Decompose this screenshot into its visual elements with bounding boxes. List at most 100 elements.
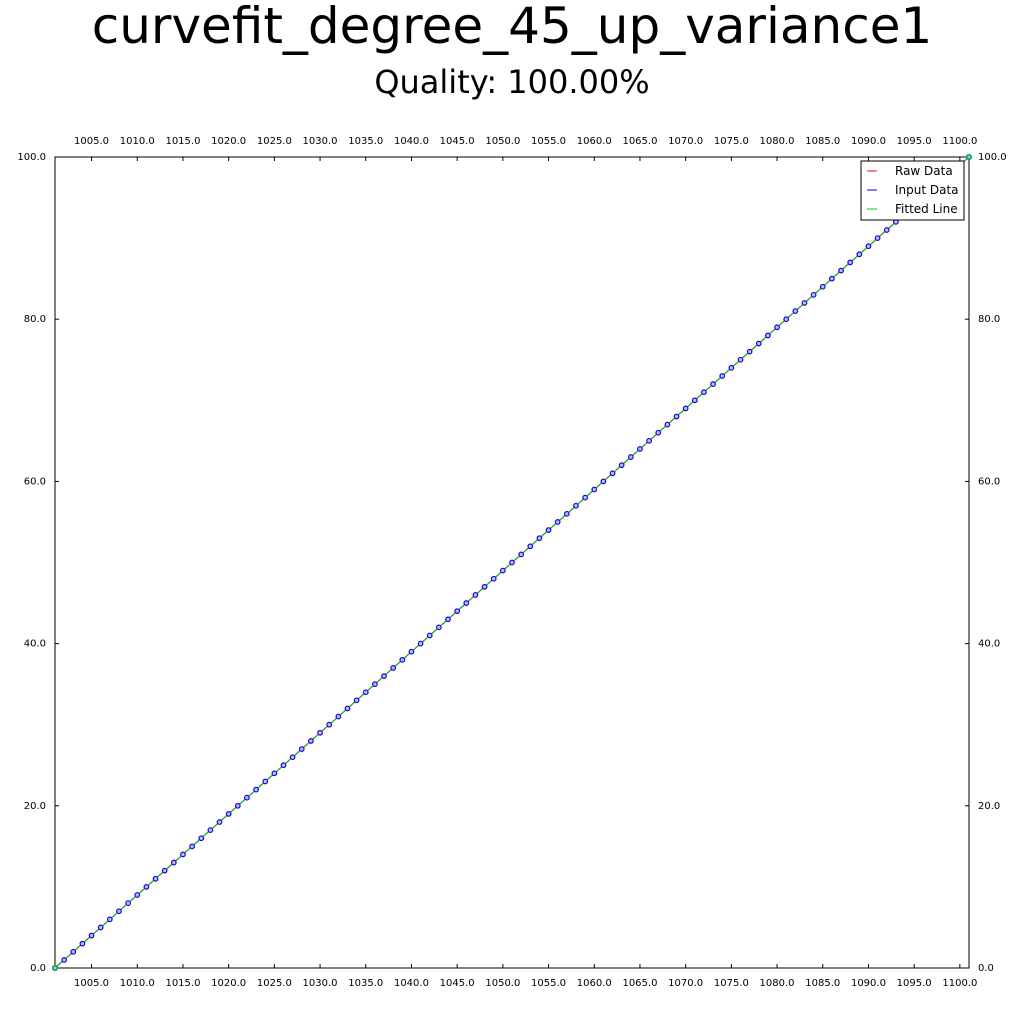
input-data-point bbox=[399, 657, 406, 663]
x-tick-label-top: 1025.0 bbox=[257, 136, 292, 147]
input-data-point bbox=[280, 762, 287, 768]
input-data-point bbox=[299, 746, 305, 752]
input-data-point bbox=[582, 494, 588, 501]
x-tick-label-bottom: 1095.0 bbox=[897, 978, 932, 989]
input-data-point bbox=[79, 940, 86, 947]
input-data-point bbox=[390, 665, 396, 671]
x-tick-label-bottom: 1030.0 bbox=[303, 978, 338, 989]
input-data-point bbox=[107, 916, 113, 923]
x-tick-label-top: 1065.0 bbox=[622, 136, 657, 147]
input-data-point bbox=[664, 421, 671, 428]
input-data-point bbox=[838, 267, 844, 274]
y-tick-label-right: 20.0 bbox=[978, 801, 1000, 812]
input-data-point bbox=[655, 430, 661, 436]
x-tick-label-bottom: 1035.0 bbox=[348, 978, 383, 989]
input-data-point bbox=[326, 722, 332, 728]
x-tick-label-top: 1045.0 bbox=[440, 136, 475, 147]
input-data-point bbox=[472, 592, 479, 598]
legend-label: Input Data bbox=[895, 183, 959, 197]
y-tick-label-left: 20.0 bbox=[24, 801, 46, 812]
input-data-point bbox=[98, 924, 104, 931]
input-data-point bbox=[774, 324, 780, 331]
input-data-point bbox=[637, 446, 643, 452]
input-data-point bbox=[445, 616, 451, 622]
input-data-point bbox=[198, 835, 204, 841]
x-tick-label-top: 1090.0 bbox=[851, 136, 886, 147]
x-tick-label-bottom: 1070.0 bbox=[668, 978, 703, 989]
input-data-point bbox=[262, 778, 268, 785]
legend: Raw Data Input Data Fitted Line bbox=[860, 160, 965, 221]
input-data-point bbox=[363, 689, 369, 695]
input-data-point bbox=[728, 365, 735, 371]
input-data-point bbox=[756, 340, 762, 347]
input-data-point bbox=[518, 551, 524, 558]
chart-subtitle: Quality: 100.00% bbox=[374, 63, 650, 101]
axis-ticks: 1005.0 1005.0 1010.0 1010.0 1015.0 1015.0 1020… bbox=[17, 136, 1006, 989]
input-data-point bbox=[216, 819, 223, 825]
input-data-point bbox=[308, 738, 314, 744]
input-data-point bbox=[408, 649, 415, 655]
input-data-point bbox=[189, 843, 195, 850]
x-tick-label-top: 1030.0 bbox=[303, 136, 338, 147]
x-tick-label-bottom: 1090.0 bbox=[851, 978, 886, 989]
input-data-point bbox=[692, 397, 698, 403]
input-data-point bbox=[61, 957, 67, 963]
y-tick-label-left: 60.0 bbox=[24, 476, 46, 487]
x-tick-label-bottom: 1020.0 bbox=[211, 978, 246, 989]
input-data-point bbox=[591, 486, 597, 493]
input-data-point bbox=[289, 754, 296, 760]
input-data-point bbox=[417, 640, 424, 647]
input-data-point bbox=[884, 227, 890, 233]
input-data-point bbox=[491, 576, 497, 582]
x-tick-label-top: 1050.0 bbox=[485, 136, 520, 147]
input-data-point bbox=[171, 859, 177, 866]
input-data-point bbox=[527, 543, 533, 549]
input-data-point bbox=[783, 316, 789, 322]
y-tick-label-right: 100.0 bbox=[978, 152, 1007, 163]
input-data-point bbox=[865, 243, 872, 249]
input-data-point bbox=[820, 284, 826, 290]
input-data-point bbox=[573, 503, 579, 509]
input-data-point bbox=[874, 235, 881, 241]
legend-label: Raw Data bbox=[895, 164, 953, 178]
x-tick-label-top: 1005.0 bbox=[74, 136, 109, 147]
input-data-point bbox=[463, 600, 469, 606]
x-tick-label-top: 1035.0 bbox=[348, 136, 383, 147]
input-data-point bbox=[134, 892, 140, 898]
input-data-point bbox=[618, 462, 625, 468]
legend-label: Fitted Line bbox=[895, 202, 958, 216]
y-tick-label-left: 100.0 bbox=[17, 152, 46, 163]
y-tick-label-right: 80.0 bbox=[978, 314, 1000, 325]
input-data-point bbox=[600, 478, 607, 485]
x-tick-label-top: 1075.0 bbox=[714, 136, 749, 147]
x-tick-label-bottom: 1085.0 bbox=[805, 978, 840, 989]
x-tick-label-top: 1070.0 bbox=[668, 136, 703, 147]
input-data-point bbox=[746, 348, 753, 355]
x-tick-label-bottom: 1005.0 bbox=[74, 978, 109, 989]
input-data-point bbox=[536, 535, 543, 541]
input-data-point bbox=[335, 713, 342, 720]
input-data-point bbox=[427, 632, 433, 639]
input-data-point bbox=[564, 511, 570, 517]
x-tick-label-bottom: 1015.0 bbox=[165, 978, 200, 989]
input-data-point bbox=[143, 884, 150, 890]
input-data-point bbox=[344, 705, 351, 712]
fitted-line-point bbox=[51, 964, 59, 972]
input-data-point bbox=[353, 697, 360, 704]
input-data-point bbox=[765, 332, 771, 339]
input-data-point bbox=[244, 794, 250, 801]
input-data-point bbox=[317, 730, 323, 736]
input-data-point bbox=[509, 559, 515, 566]
x-tick-label-top: 1020.0 bbox=[211, 136, 246, 147]
series-group bbox=[51, 153, 973, 972]
x-tick-label-top: 1080.0 bbox=[760, 136, 795, 147]
input-data-point bbox=[454, 608, 460, 614]
x-tick-label-top: 1055.0 bbox=[531, 136, 566, 147]
x-tick-label-bottom: 1050.0 bbox=[485, 978, 520, 989]
x-tick-label-bottom: 1080.0 bbox=[760, 978, 795, 989]
y-tick-label-right: 0.0 bbox=[978, 963, 994, 974]
input-data-point bbox=[673, 413, 680, 420]
x-tick-label-bottom: 1010.0 bbox=[120, 978, 155, 989]
input-data-point bbox=[719, 373, 725, 379]
input-data-point bbox=[125, 900, 131, 906]
